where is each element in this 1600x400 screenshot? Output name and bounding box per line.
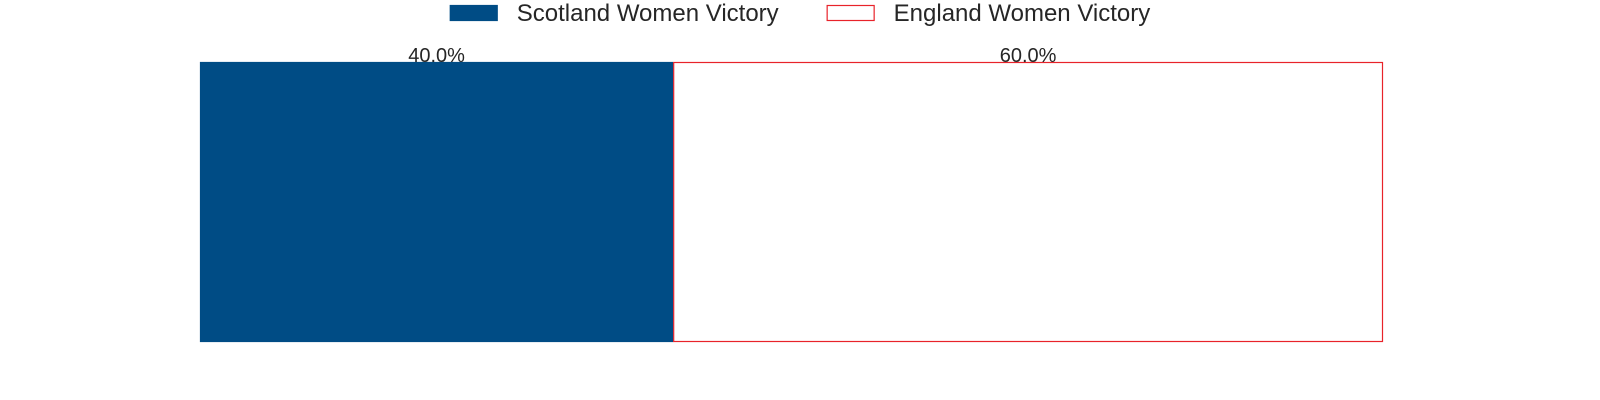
bar-group <box>199 61 1384 343</box>
data-label-scotland-women-victory: 40.0% <box>408 45 465 67</box>
bar-scotland-women-victory <box>199 61 674 343</box>
legend-swatch-scotland-women-victory <box>449 4 498 22</box>
legend-label-england-women-victory: England Women Victory <box>894 0 1151 27</box>
data-label-group: 40.0% 60.0% <box>408 45 1056 67</box>
bar-england-women-victory <box>673 61 1384 343</box>
legend-swatch-england-women-victory <box>826 4 875 22</box>
legend-label-scotland-women-victory: Scotland Women Victory <box>517 0 779 27</box>
legend: Scotland Women Victory England Women Vict… <box>449 0 1151 27</box>
data-label-england-women-victory: 60.0% <box>1000 45 1057 67</box>
